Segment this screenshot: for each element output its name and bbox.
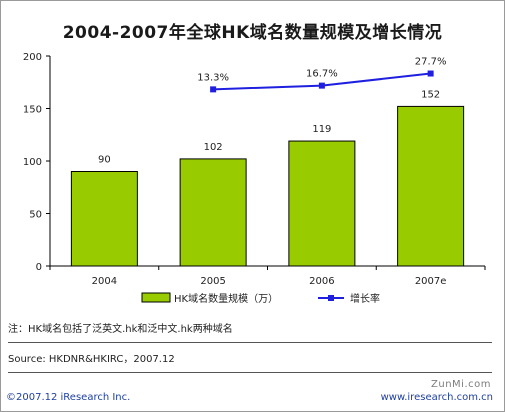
legend-line-label: 增长率 (350, 292, 380, 305)
growth-value-label: 27.7% (415, 57, 447, 68)
x-tick-label: 2007e (415, 276, 447, 287)
legend-bar-label: HK域名数量规模（万） (174, 292, 278, 305)
source-divider (8, 372, 492, 373)
y-tick-label: 0 (36, 262, 42, 273)
growth-point (427, 70, 434, 77)
x-tick-label: 2006 (309, 276, 334, 287)
growth-value-label: 13.3% (197, 72, 229, 83)
growth-point (318, 82, 325, 89)
bar-value-label: 102 (204, 142, 223, 153)
bar-value-label: 90 (98, 155, 111, 166)
y-tick-label: 100 (23, 157, 42, 168)
bar (179, 158, 247, 267)
bar-value-label: 152 (421, 89, 440, 100)
legend-bar-swatch (141, 292, 171, 303)
chart-svg: 0 50 100 150 200 2004 2005 2006 2007e 90 102 119 152… (23, 52, 486, 305)
x-tick-label: 2004 (92, 276, 117, 287)
bar (397, 105, 465, 267)
x-tick-label: 2005 (200, 276, 225, 287)
legend-line-marker (328, 295, 334, 301)
bar-value-label: 119 (312, 124, 331, 135)
bar (288, 140, 356, 267)
y-tick-label: 200 (23, 52, 42, 63)
chart-title: 2004-2007年全球HK域名数量规模及增长情况 (62, 23, 443, 43)
chart-note: 注：HK域名包括了泛英文.hk和泛中文.hk两种域名 (8, 324, 233, 335)
website-link[interactable]: www.iresearch.com.cn (380, 392, 493, 403)
y-tick-label: 150 (23, 105, 42, 116)
bar (70, 171, 138, 267)
watermark-text: ZunMi.com (431, 379, 491, 390)
growth-point (210, 86, 217, 93)
copyright-text: ©2007.12 iResearch Inc. (6, 392, 131, 403)
growth-value-label: 16.7% (306, 69, 338, 80)
y-tick-label: 50 (29, 210, 42, 221)
chart-source: Source: HKDNR&HKIRC，2007.12 (8, 354, 175, 365)
note-divider (8, 342, 492, 343)
